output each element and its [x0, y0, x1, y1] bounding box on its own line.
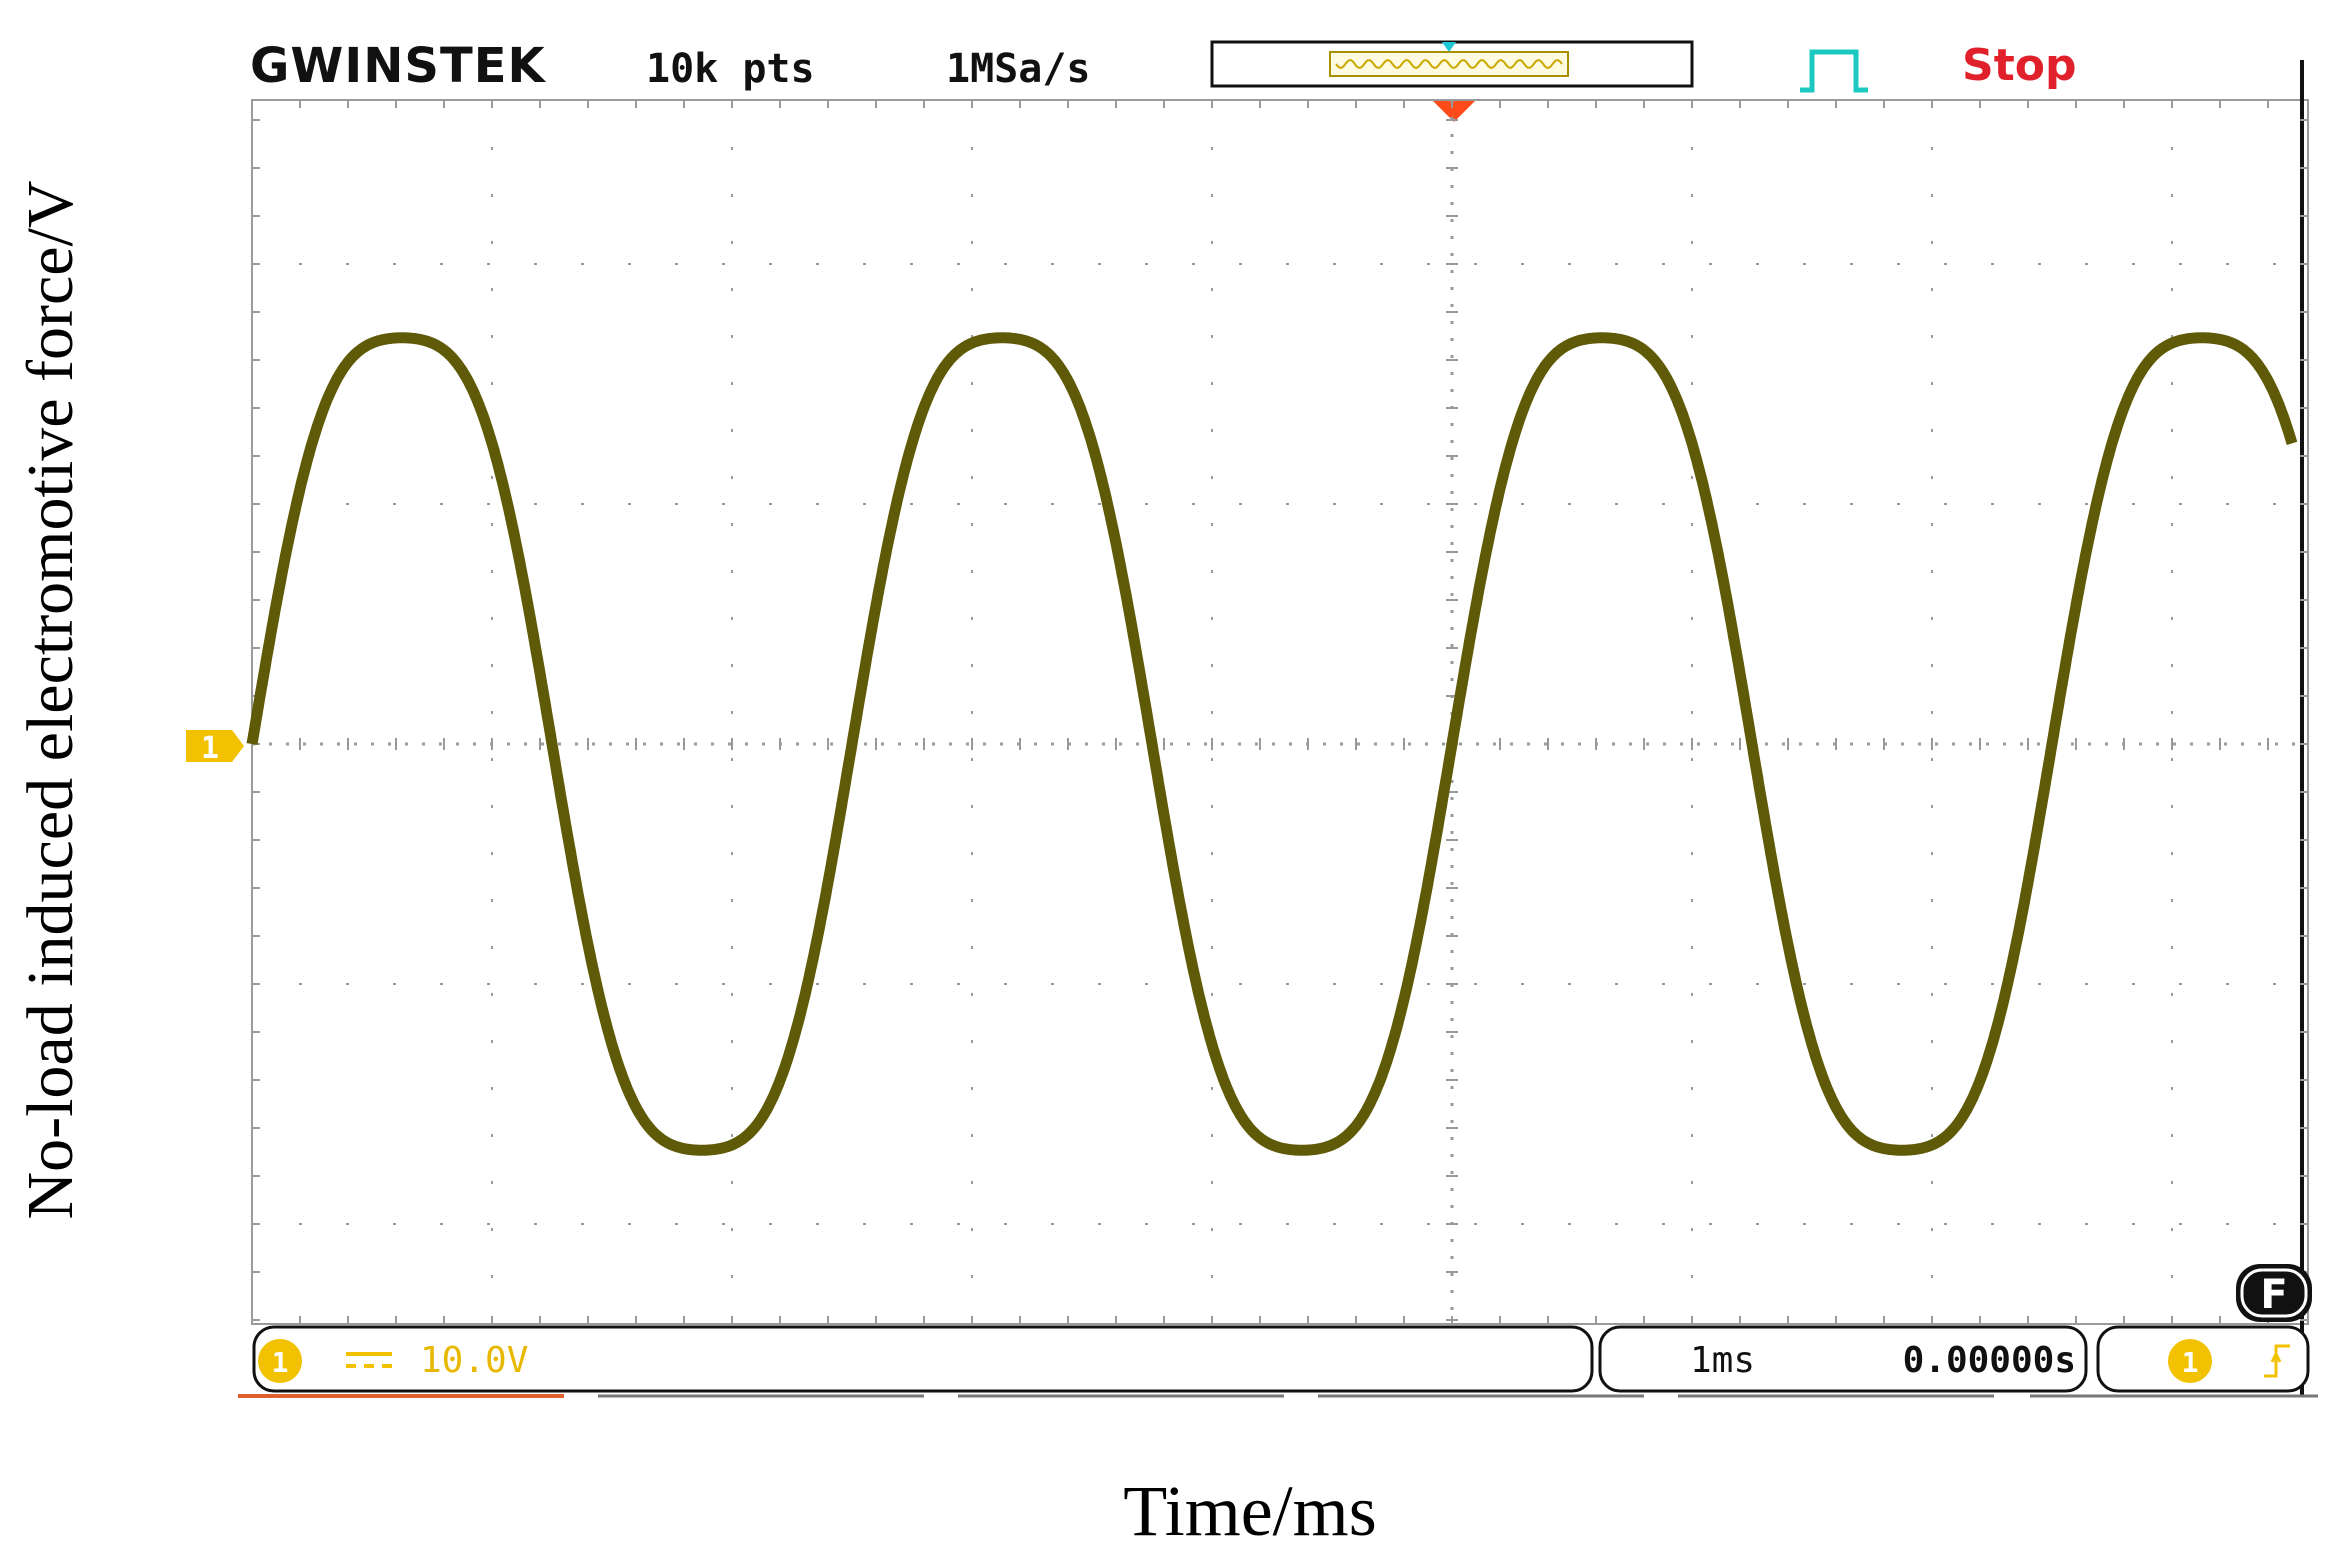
timebase-position[interactable]: 0.00000s	[1903, 1340, 2076, 1381]
timebase-scale[interactable]: 1ms	[1690, 1340, 1755, 1381]
status-bar	[238, 1325, 2318, 1398]
sample-rate: 1MSa/s	[946, 46, 1091, 92]
x-axis-label: Time/ms	[1123, 1471, 1376, 1551]
y-axis-label: No-load induced electromotive force/V	[14, 180, 87, 1219]
brand-logo: GWINSTEK	[250, 38, 546, 94]
channel-1-number: 1	[272, 1346, 289, 1379]
svg-text:F: F	[2260, 1272, 2287, 1318]
trigger-readout[interactable]: 1	[2168, 1339, 2290, 1383]
graticule-frame	[251, 99, 2309, 1325]
dc-coupling-icon	[346, 1352, 392, 1368]
channel-1-scale: 10.0V	[420, 1340, 528, 1381]
channel-1-ground-marker: 1	[186, 730, 244, 766]
channel-1-readout[interactable]: 1 10.0V	[258, 1339, 528, 1383]
waveform-trace	[246, 332, 2298, 1156]
trigger-source: 1	[2182, 1346, 2199, 1379]
pulse-icon	[1800, 49, 1868, 93]
rising-edge-icon	[2264, 1344, 2290, 1378]
graticule-grid	[251, 100, 2308, 1324]
record-length: 10k pts	[646, 46, 815, 92]
memory-overview-bar	[1210, 40, 1694, 88]
trigger-position-marker	[1432, 100, 1476, 122]
trigger-mode-badge: F	[2236, 1264, 2312, 1322]
svg-text:1: 1	[201, 731, 219, 766]
run-state: Stop	[1962, 40, 2076, 91]
